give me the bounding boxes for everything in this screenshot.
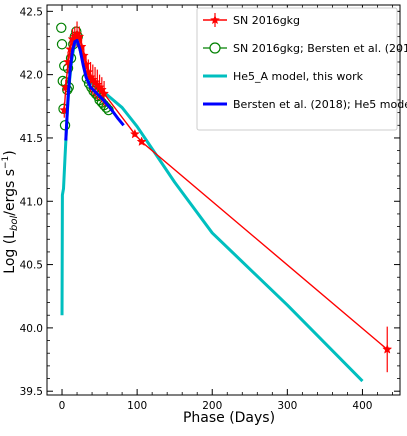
sn2016gkg-point-7: [74, 31, 85, 41]
legend-bersten-data-circle: [209, 42, 221, 54]
legend-box: [196, 7, 398, 131]
y-title-part-2: /ergs s: [2, 169, 18, 216]
y-title-part-3: ): [2, 150, 18, 155]
y-tick-label-4: 41.5: [20, 133, 43, 145]
sn2016gkg-point-19: [129, 128, 140, 139]
y-tick-label-2: 40.5: [20, 260, 43, 272]
axes-layer: 0 100 200 300 400 39.5 40.0 40.5 41.0 41.5 42.0 42.…: [20, 4, 401, 412]
legend: SN 2016gkg SN 2016gkg; Bersten et al. (20…: [196, 7, 407, 131]
x-tick-label-3: 300: [277, 400, 297, 412]
x-tick-label-0: 0: [59, 400, 66, 412]
bersten-data-point-0: [56, 22, 67, 33]
y-tick-label-3: 41.0: [20, 196, 43, 208]
x-tick-label-1: 100: [127, 400, 147, 412]
legend-label-1: SN 2016gkg; Bersten et al. (2018): [233, 42, 407, 55]
bersten-data-point-1: [56, 39, 68, 50]
sn2016gkg-point-18: [99, 88, 110, 98]
legend-label-0: SN 2016gkg: [233, 14, 300, 27]
y-axis-title: Log (Lbol/ergs s−1): [1, 150, 20, 273]
bersten-data-point-19: [90, 88, 102, 99]
legend-sn2016gkg-star: [210, 15, 220, 25]
bersten-he5-model-line: [64, 38, 125, 141]
legend-label-3: Bersten et al. (2018); He5 model: [233, 98, 407, 111]
y-tick-label-0: 39.5: [20, 386, 43, 398]
plot-layer: [56, 21, 393, 383]
x-tick-label-2: 200: [202, 400, 222, 412]
y-tick-label-6: 42.5: [20, 6, 43, 18]
y-tick-label-1: 40.0: [20, 323, 43, 335]
y-title-part-1: Log (L: [2, 231, 18, 274]
x-tick-label-4: 400: [352, 400, 372, 412]
sn2016gkg-point-20: [136, 136, 147, 147]
legend-label-2: He5_A model, this work: [233, 70, 364, 83]
y-tick-label-5: 42.0: [20, 70, 43, 82]
x-axis-title: Phase (Days): [183, 410, 275, 426]
sn2016gkg-point-21: [382, 344, 393, 354]
y-title-sub: bol: [9, 216, 20, 231]
plot-frame: [46, 4, 401, 396]
y-axis-title-text: Log (Lbol/ergs s−1): [1, 150, 20, 273]
y-title-sup: −1: [1, 156, 11, 169]
